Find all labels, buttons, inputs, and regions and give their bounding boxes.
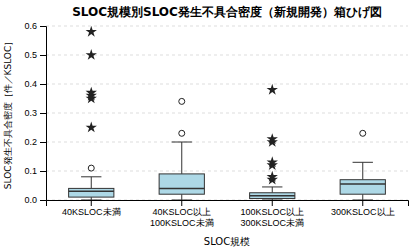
tick-mark [40, 55, 46, 56]
tick: 0.5 [24, 50, 46, 60]
tick-label: 0.1 [24, 166, 37, 176]
tick-mark [40, 200, 46, 201]
tick-mark [40, 84, 46, 85]
flier-star [267, 84, 278, 95]
flier-circle [360, 130, 366, 136]
flier-circle [179, 98, 185, 104]
tick: 0.2 [24, 137, 46, 147]
tick: 40KSLOC未満 [62, 200, 121, 217]
whisker [181, 142, 182, 174]
whisker-cap [262, 200, 282, 201]
tick-mark [181, 200, 182, 206]
axis-line [40, 27, 47, 201]
plot: 0.00.10.20.30.40.50.640KSLOC未満40KSLOC以上1… [24, 21, 408, 227]
whisker-cap [353, 162, 373, 163]
tick-mark [40, 113, 46, 114]
flier-star [267, 133, 278, 144]
median [69, 191, 114, 193]
flier-star [86, 87, 97, 98]
tick-label: 40KSLOC未満 [62, 207, 121, 217]
tick: 100KSLOC以上300KSLOC未満 [240, 200, 304, 228]
whisker-cap [172, 142, 192, 143]
tick: 40KSLOC以上100KSLOC未満 [150, 200, 214, 228]
tick-label-line: 100KSLOC以上 [240, 207, 304, 217]
flier-star [86, 49, 97, 60]
whisker-cap [353, 200, 373, 201]
tick-label-line: 40KSLOC以上 [152, 207, 211, 217]
median [159, 188, 204, 190]
tick: 300KSLOC以上 [331, 200, 395, 217]
chart: 0.00.10.20.30.40.50.640KSLOC未満40KSLOC以上1… [0, 0, 418, 250]
grid-line [46, 84, 408, 85]
whisker-cap [81, 176, 101, 177]
grid-line [46, 113, 408, 114]
box-group [69, 26, 114, 200]
box [250, 193, 295, 199]
marks [69, 26, 386, 200]
whisker [362, 194, 363, 200]
grid-line [46, 142, 408, 143]
box-group [250, 84, 295, 200]
flier-circle [88, 165, 94, 171]
whisker [91, 177, 92, 189]
flier-circle [179, 130, 185, 136]
tick-label: 0.6 [24, 21, 37, 31]
whisker-cap [172, 200, 192, 201]
tick-label: 0.3 [24, 108, 37, 118]
tick-mark [362, 200, 363, 206]
median [250, 195, 295, 197]
flier-star [86, 122, 97, 133]
tick-label: 40KSLOC以上100KSLOC未満 [150, 207, 214, 227]
whisker [181, 194, 182, 200]
x-axis: 40KSLOC未満40KSLOC以上100KSLOC未満100KSLOC以上30… [47, 200, 409, 228]
tick: 0.1 [24, 166, 46, 176]
median [340, 183, 385, 185]
flier-star [267, 156, 278, 167]
tick: 0.0 [24, 195, 46, 205]
whisker-cap [81, 200, 101, 201]
grid [46, 26, 408, 200]
y-axis-title: SLOC発生不具合密度［件／KSLOC］ [3, 37, 13, 189]
box [340, 180, 385, 195]
box-group [159, 98, 204, 200]
whisker [362, 162, 363, 179]
tick-label: 0.2 [24, 137, 37, 147]
tick-label-line: 300KSLOC未満 [240, 218, 304, 228]
x-axis-title: SLOC規模 [204, 236, 250, 247]
tick-mark [40, 26, 46, 27]
tick-label: 0.0 [24, 195, 37, 205]
whisker-cap [262, 186, 282, 187]
grid-line [46, 55, 408, 56]
flier-star [267, 171, 278, 182]
whisker [272, 187, 273, 193]
tick-label: 100KSLOC以上300KSLOC未満 [240, 207, 304, 227]
axis-line [47, 201, 409, 207]
box-group [340, 130, 385, 200]
grid-line [46, 26, 408, 27]
box [69, 188, 114, 197]
tick-label: 0.4 [24, 79, 37, 89]
grid-line [46, 171, 408, 172]
tick-label-line: 40KSLOC未満 [62, 207, 121, 217]
flier-star [86, 26, 97, 37]
tick-label: 0.5 [24, 50, 37, 60]
tick-label-line: 300KSLOC以上 [331, 207, 395, 217]
tick-mark [91, 200, 92, 206]
tick-mark [40, 171, 46, 172]
tick: 0.4 [24, 79, 46, 89]
tick-mark [40, 142, 46, 143]
tick-mark [272, 200, 273, 206]
box [159, 174, 204, 194]
tick: 0.3 [24, 108, 46, 118]
y-axis: 0.0 0.1 0.2 0.3 0.4 0.5 0.6 [24, 21, 46, 205]
tick: 0.6 [24, 21, 46, 31]
tick-label-line: 100KSLOC未満 [150, 218, 214, 228]
title: SLOC規模別SLOC発生不具合密度（新規開発）箱ひげ図 [72, 5, 382, 19]
tick-label: 300KSLOC以上 [331, 207, 395, 217]
